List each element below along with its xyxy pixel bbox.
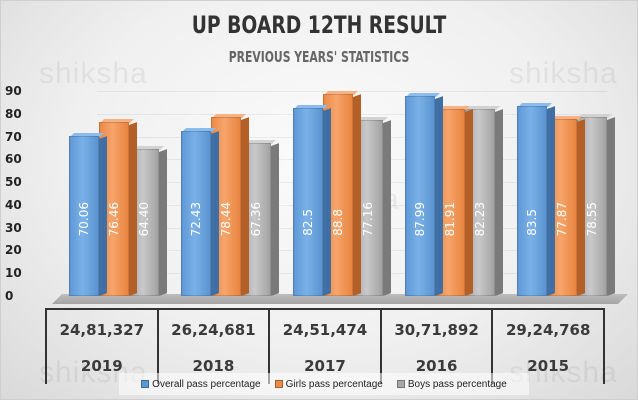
students-count: 24,51,474	[282, 321, 368, 339]
bar-overall: 70.06	[69, 133, 107, 296]
y-tick-label: 20	[5, 243, 22, 258]
bar-value-label: 78.55	[585, 201, 599, 236]
legend-label: Boys pass percentage	[407, 378, 507, 390]
data-table: 24,81,327 2019 26,24,681 2018 24,51,474 2017 3…	[45, 308, 605, 384]
watermark-left: shiksha	[39, 57, 148, 90]
bar-value-label: 72.43	[189, 201, 203, 236]
year-label: 2017	[304, 357, 346, 375]
year-label: 2018	[192, 357, 235, 375]
bar-value-label: 81.91	[443, 201, 457, 236]
year-label: 2019	[80, 357, 123, 375]
legend-item: Boys pass percentage	[396, 378, 507, 390]
chart-subtitle: PREVIOUS YEARS' STATISTICS	[228, 48, 410, 66]
bar-group-2018: 72.43 78.44 67.36	[181, 91, 293, 296]
y-tick-label: 30	[5, 220, 22, 235]
legend-label: Girls pass percentage	[285, 378, 383, 390]
legend: Overall pass percentage Girls pass percen…	[119, 373, 529, 395]
bar-overall: 72.43	[181, 128, 219, 296]
bar-group-2019: 70.06 76.46 64.40	[69, 91, 181, 296]
bar-value-label: 77.87	[555, 201, 569, 236]
bar-value-label: 77.16	[361, 201, 375, 236]
year-label: 2015	[527, 357, 570, 375]
y-tick-label: 50	[5, 175, 22, 190]
y-tick-label: 0	[5, 289, 14, 303]
bar-value-label: 70.06	[77, 201, 91, 236]
bar-value-label: 76.46	[107, 201, 121, 236]
y-tick-label: 90	[5, 84, 22, 98]
table-column-2019: 24,81,327 2019	[47, 310, 159, 384]
bar-group-2016: 87.99 81.91 82.23	[405, 91, 517, 296]
bar-overall: 87.99	[405, 92, 443, 296]
plot-area: 70.06 76.46 64.40 72.43 78.44 67.36 82.5 88.8 77…	[47, 90, 628, 304]
chart-title: UP BOARD 12TH RESULT	[191, 11, 447, 39]
watermark-right: shiksha	[509, 57, 618, 90]
legend-label: Overall pass percentage	[152, 378, 261, 390]
legend-item: Overall pass percentage	[141, 378, 261, 390]
bar-value-label: 87.99	[413, 201, 427, 236]
legend-swatch-icon	[141, 380, 150, 388]
bar-overall: 83.5	[517, 102, 555, 296]
bar-value-label: 82.23	[473, 201, 487, 236]
y-tick-label: 70	[5, 129, 22, 144]
bar-value-label: 83.5	[525, 209, 539, 236]
bar-value-label: 88.8	[331, 209, 345, 236]
legend-swatch-icon	[396, 380, 405, 388]
bar-group-2017: 82.5 88.8 77.16	[293, 90, 405, 296]
legend-item: Girls pass percentage	[274, 378, 383, 390]
table-column-2018: 26,24,681 2018	[159, 310, 271, 384]
y-axis: 90 80 70 60 50 40 30 20 10 0	[5, 83, 35, 308]
legend-swatch-icon	[274, 380, 283, 388]
y-tick-label: 80	[5, 106, 22, 121]
bar-group-2015: 83.5 77.87 78.55	[517, 91, 629, 296]
y-tick-label: 60	[5, 152, 22, 167]
y-tick-label: 40	[5, 197, 22, 212]
students-count: 29,24,768	[505, 321, 591, 339]
table-column-2016: 30,71,892 2016	[382, 310, 494, 384]
y-tick-label: 10	[5, 266, 22, 281]
students-count: 26,24,681	[171, 321, 256, 339]
bar-value-label: 82.5	[301, 209, 315, 236]
table-column-2015: 29,24,768 2015	[493, 310, 605, 384]
bar-value-label: 67.36	[249, 201, 263, 236]
year-label: 2016	[415, 357, 458, 375]
bar-value-label: 78.44	[219, 201, 233, 236]
table-column-2017: 24,51,474 2017	[270, 310, 382, 384]
bar-overall: 82.5	[293, 105, 331, 296]
bar-value-label: 64.40	[137, 201, 151, 236]
students-count: 30,71,892	[394, 321, 479, 339]
students-count: 24,81,327	[59, 321, 145, 339]
